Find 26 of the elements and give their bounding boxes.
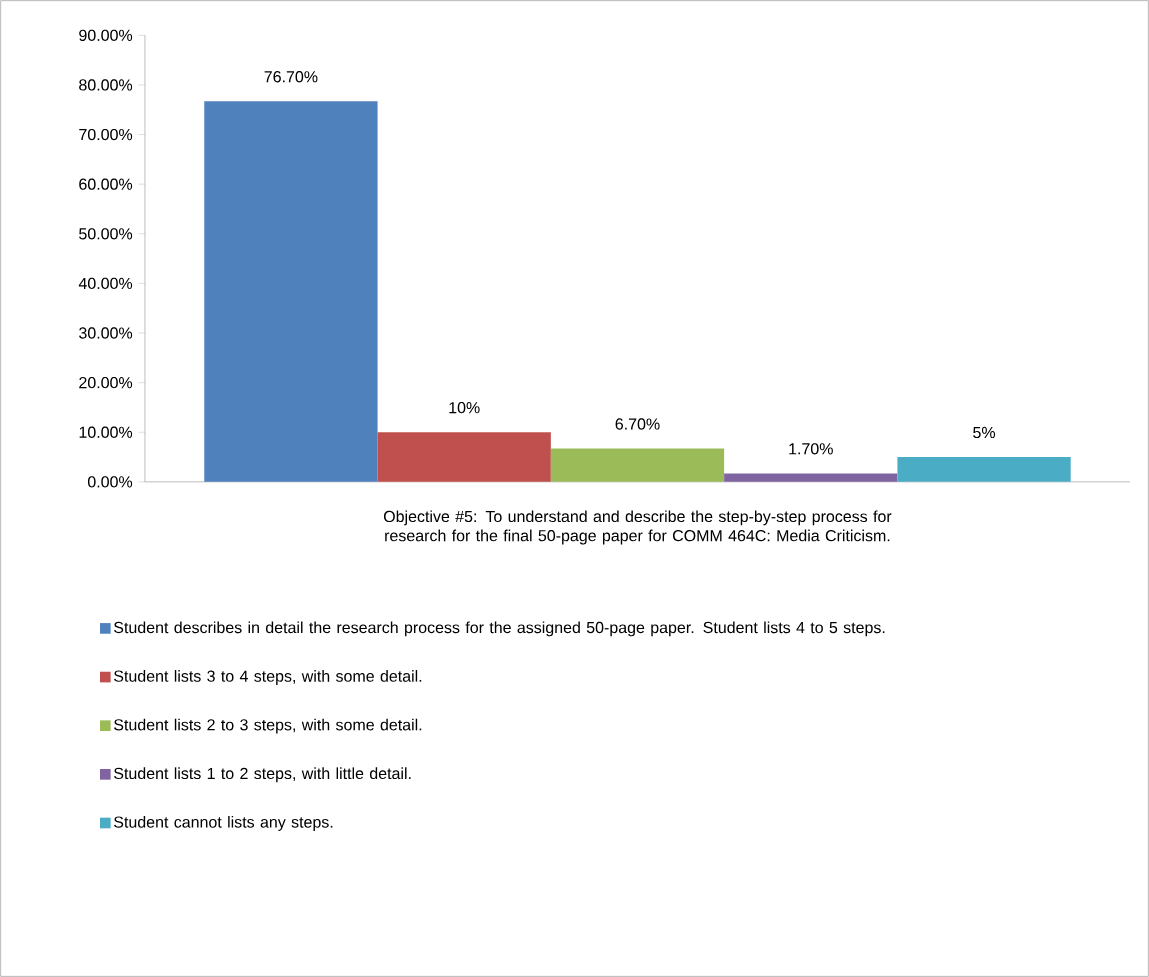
bar [724,473,898,482]
y-tick-label: 20.00% [79,376,133,389]
y-tick-label: 70.00% [79,128,133,141]
bar [897,457,1071,482]
bar [204,101,378,482]
data-label: 76.70% [264,71,318,83]
y-tick-label: 90.00% [79,29,133,41]
y-tick-label: 80.00% [79,79,133,91]
data-label: 1.70% [789,443,833,455]
y-tick-label: 40.00% [78,277,133,290]
data-label: 6.70% [615,418,660,430]
data-label: 5% [973,426,996,439]
x-axis-title: Objective #5: To understand and describe the step-by-step process for research for the final 50-page paper for COMM 464C: Media Criticism. [383,510,892,545]
y-tick-label: 10.00% [79,426,133,438]
legend-label: Student lists 3 to 4 steps, with some detail. [114,670,422,685]
bar [550,448,725,482]
y-tick-label: 50.00% [79,228,133,240]
legend-label: Student lists 1 to 2 steps, with little detail. [114,767,411,783]
y-tick-label: 30.00% [79,327,133,339]
legend-label: Student lists 2 to 3 steps, with some detail. [114,718,422,734]
bar [377,432,551,482]
legend-label: Student cannot lists any steps. [114,815,333,831]
y-tick-label: 60.00% [79,178,133,190]
data-label: 10% [449,401,480,414]
legend-label: Student describes in detail the research process for the assigned 50-page paper. Student lists 4 to 5 steps. [114,621,885,637]
y-tick-label: 0.00% [87,476,133,488]
